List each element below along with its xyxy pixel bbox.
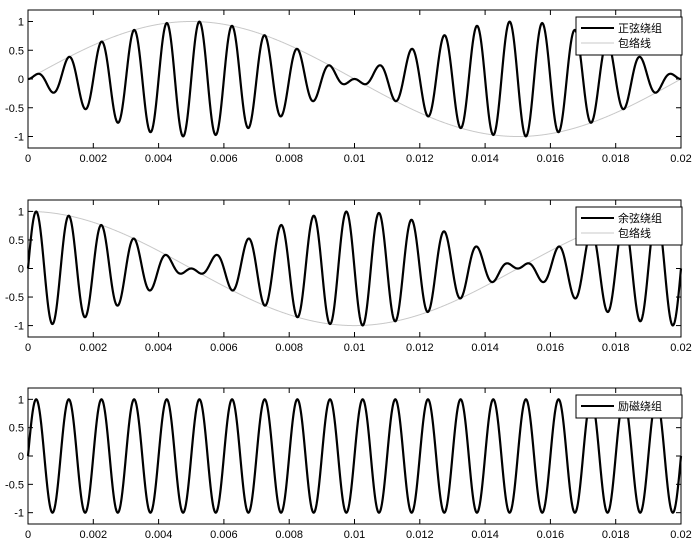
x-tick-label: 0.002 xyxy=(80,529,108,541)
x-tick-label: 0.006 xyxy=(210,342,238,354)
x-tick-label: 0.018 xyxy=(602,342,630,354)
x-tick-label: 0.004 xyxy=(145,342,173,354)
series-line-main xyxy=(27,20,682,138)
y-tick-label: -0.5 xyxy=(5,103,24,115)
x-tick-label: 0.018 xyxy=(602,153,630,165)
x-tick-label: 0.012 xyxy=(406,342,434,354)
x-tick-label: 0.008 xyxy=(275,342,303,354)
series-line-envelope xyxy=(28,210,681,327)
x-tick-label: 0 xyxy=(25,529,31,541)
y-tick-label: 0 xyxy=(18,264,24,276)
subplot-1: 0 0.002 0.004 0.006 0.008 0.01 0.012 0.014 0.016… xyxy=(5,9,692,165)
x-tick-label: 0.008 xyxy=(275,529,303,541)
x-tick-label: 0.004 xyxy=(145,153,173,165)
legend: 励磁绕组 xyxy=(575,394,683,419)
x-tick-label: 0.006 xyxy=(210,529,238,541)
x-tick-label: 0.006 xyxy=(210,153,238,165)
legend-label: 励磁绕组 xyxy=(618,399,662,413)
legend-label: 正弦绕组 xyxy=(618,21,662,35)
x-tick-label: 0.012 xyxy=(406,153,434,165)
x-tick-label: 0.02 xyxy=(670,342,691,354)
y-tick-label: -1 xyxy=(14,508,24,520)
x-tick-label: 0.01 xyxy=(344,153,365,165)
x-tick-label: 0.014 xyxy=(471,529,499,541)
x-tick-label: 0.014 xyxy=(471,153,499,165)
y-tick-label: 0 xyxy=(18,74,24,86)
y-tick-label: 1 xyxy=(18,394,24,406)
series-line-main xyxy=(26,210,683,327)
x-tick-label: 0.012 xyxy=(406,529,434,541)
x-tick-label: 0.02 xyxy=(670,153,691,165)
x-tick-label: 0.016 xyxy=(537,529,565,541)
y-tick-label: 1 xyxy=(18,206,24,218)
legend-box xyxy=(575,16,683,56)
legend-box xyxy=(575,206,683,246)
subplot-2: 0 0.002 0.004 0.006 0.008 0.01 0.012 0.014 0.016… xyxy=(5,199,692,354)
y-tick-label: 0 xyxy=(18,451,24,463)
x-tick-label: 0.01 xyxy=(344,342,365,354)
legend-box xyxy=(575,394,683,419)
x-tick-label: 0 xyxy=(25,342,31,354)
y-tick-label: 0.5 xyxy=(9,45,24,57)
x-tick-label: 0.002 xyxy=(80,342,108,354)
y-tick-label: -1 xyxy=(14,132,24,144)
subplot-3: 0 0.002 0.004 0.006 0.008 0.01 0.012 0.014 0.016… xyxy=(5,387,692,541)
x-tick-label: 0.018 xyxy=(602,529,630,541)
legend-label: 包络线 xyxy=(618,226,651,240)
legend-label: 包络线 xyxy=(618,36,651,50)
x-tick-label: 0.02 xyxy=(670,529,691,541)
x-tick-label: 0.016 xyxy=(537,342,565,354)
y-tick-label: -0.5 xyxy=(5,292,24,304)
x-tick-label: 0.01 xyxy=(344,529,365,541)
x-tick-label: 0 xyxy=(25,153,31,165)
x-tick-label: 0.016 xyxy=(537,153,565,165)
x-tick-label: 0.002 xyxy=(80,153,108,165)
x-tick-label: 0.008 xyxy=(275,153,303,165)
legend-label: 余弦绕组 xyxy=(618,211,662,225)
y-tick-label: -1 xyxy=(14,321,24,333)
y-tick-label: 0.5 xyxy=(9,235,24,247)
x-tick-label: 0.004 xyxy=(145,529,173,541)
series-line-main xyxy=(26,398,683,514)
y-tick-label: 0.5 xyxy=(9,423,24,435)
y-tick-label: -0.5 xyxy=(5,479,24,491)
x-tick-label: 0.014 xyxy=(471,342,499,354)
y-tick-label: 1 xyxy=(18,17,24,29)
